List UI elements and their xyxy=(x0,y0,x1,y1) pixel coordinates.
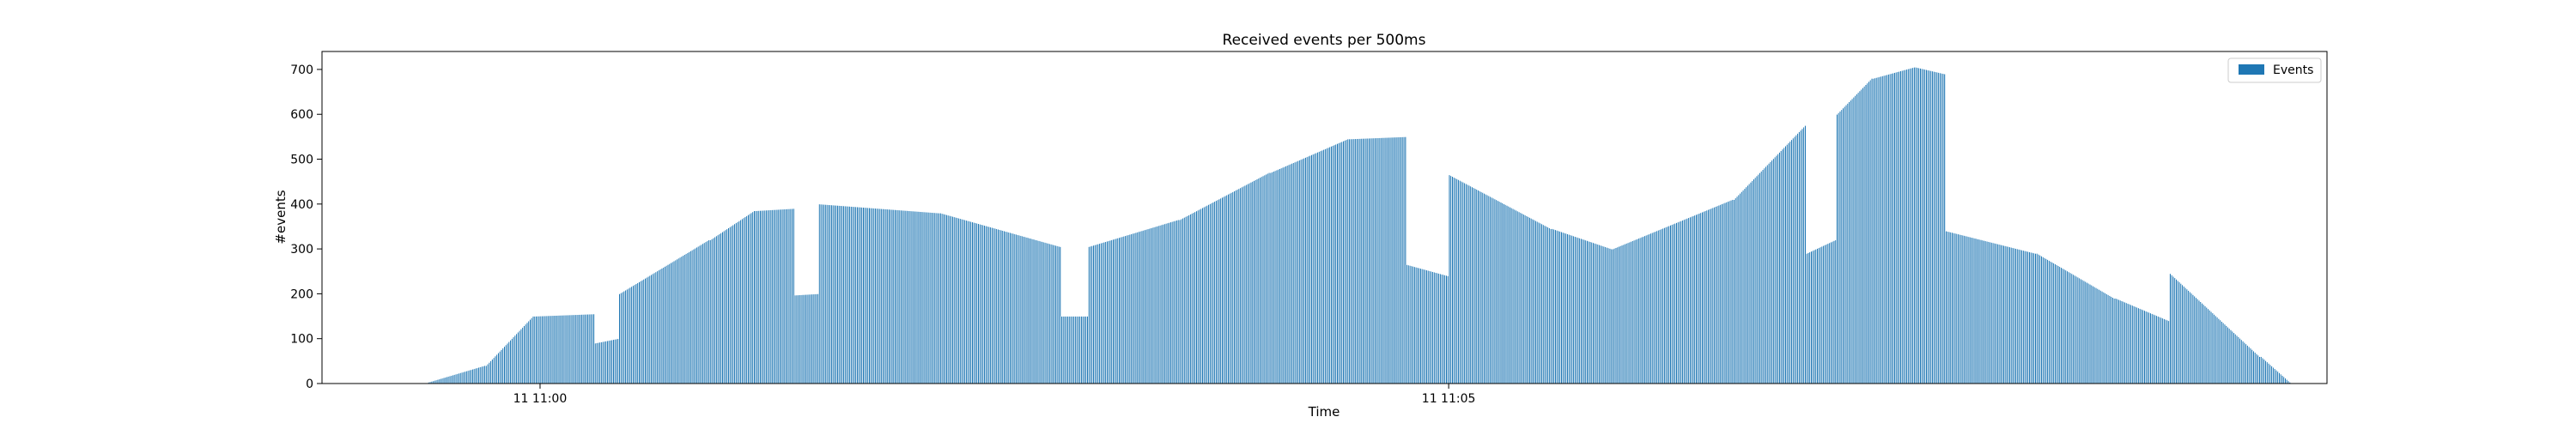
y-tick-label: 700 xyxy=(290,63,313,77)
plot-frame xyxy=(321,51,2328,384)
legend-label: Events xyxy=(2273,63,2313,77)
chart-title: Received events per 500ms xyxy=(1223,32,1426,49)
y-tick-label: 200 xyxy=(290,287,313,301)
x-axis-label: Time xyxy=(1308,404,1340,420)
y-tick-label: 500 xyxy=(290,154,313,167)
y-tick-label: 300 xyxy=(290,243,313,257)
bars-group xyxy=(428,66,2292,384)
x-tick-label: 11 11:00 xyxy=(513,392,568,406)
y-axis: 0 100 200 300 400 500 600 700 xyxy=(290,63,322,391)
legend-swatch xyxy=(2239,64,2264,75)
y-tick-label: 100 xyxy=(290,333,313,347)
x-tick-label: 11 11:05 xyxy=(1422,392,1476,406)
y-tick-label: 0 xyxy=(306,378,313,391)
y-tick-label: 400 xyxy=(290,198,313,212)
legend: Events xyxy=(2227,57,2322,83)
y-tick-label: 600 xyxy=(290,108,313,122)
x-axis: 11 11:00 11 11:05 xyxy=(513,384,1476,406)
y-axis-label: #events xyxy=(273,190,289,244)
